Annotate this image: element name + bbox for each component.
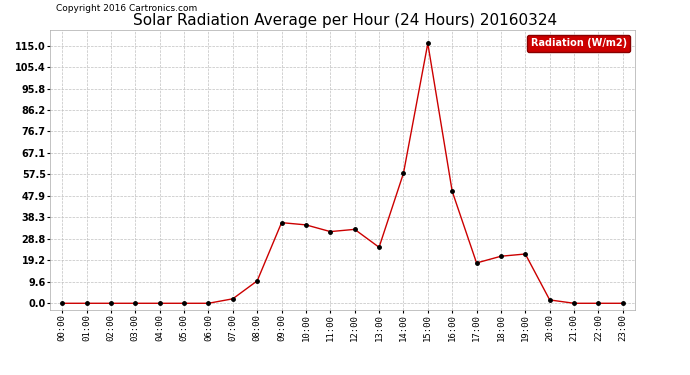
Legend: Radiation (W/m2): Radiation (W/m2)	[527, 35, 630, 52]
Text: Solar Radiation Average per Hour (24 Hours) 20160324: Solar Radiation Average per Hour (24 Hou…	[133, 13, 557, 28]
Text: Copyright 2016 Cartronics.com: Copyright 2016 Cartronics.com	[56, 4, 197, 13]
